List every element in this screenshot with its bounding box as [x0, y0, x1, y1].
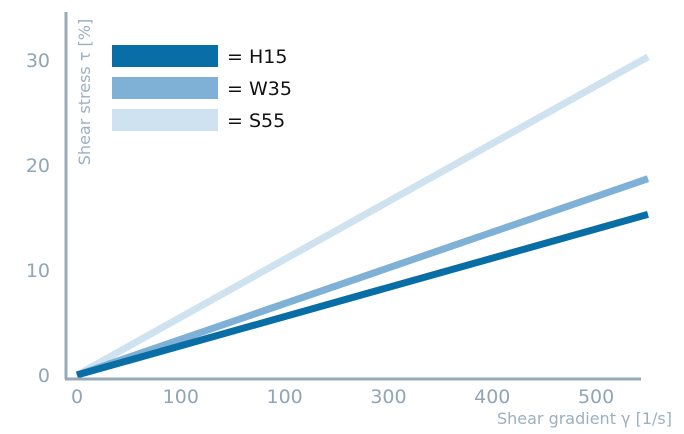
series-line-w35	[75, 175, 650, 379]
x-tick-label: 100	[163, 386, 199, 408]
y-axis-title: Shear stress τ [%]	[75, 19, 94, 165]
series-layer	[75, 53, 650, 379]
x-tick-label: 500	[578, 386, 614, 408]
x-tick-label: 300	[370, 386, 406, 408]
x-tick-labels: 0 100 100 300 400 500	[71, 386, 614, 408]
x-tick-label: 100	[267, 386, 303, 408]
y-tick-label: 0	[38, 365, 50, 387]
legend-swatch-h15	[112, 45, 218, 67]
x-axis-title: Shear gradient γ [1/s]	[497, 409, 672, 428]
y-tick-label: 10	[26, 260, 50, 282]
legend-label-w35: = W35	[227, 78, 292, 100]
legend-label-s55: = S55	[227, 110, 285, 132]
legend-swatch-w35	[112, 77, 218, 99]
legend-swatch-s55	[112, 109, 218, 131]
y-tick-label: 30	[26, 50, 50, 72]
y-tick-label: 20	[26, 155, 50, 177]
x-tick-label: 400	[474, 386, 510, 408]
legend: = H15 = W35 = S55	[112, 45, 292, 132]
series-line-s55	[75, 53, 650, 379]
series-line-h15	[76, 210, 649, 379]
x-tick-label: 0	[71, 386, 83, 408]
legend-label-h15: = H15	[227, 46, 287, 68]
y-tick-labels: 0 10 20 30	[26, 50, 50, 387]
